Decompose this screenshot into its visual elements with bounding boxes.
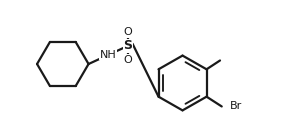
Text: O: O [124,27,132,37]
Text: NH: NH [100,50,117,60]
Text: O: O [124,55,132,65]
Text: Br: Br [230,102,242,111]
Text: S: S [123,39,133,52]
